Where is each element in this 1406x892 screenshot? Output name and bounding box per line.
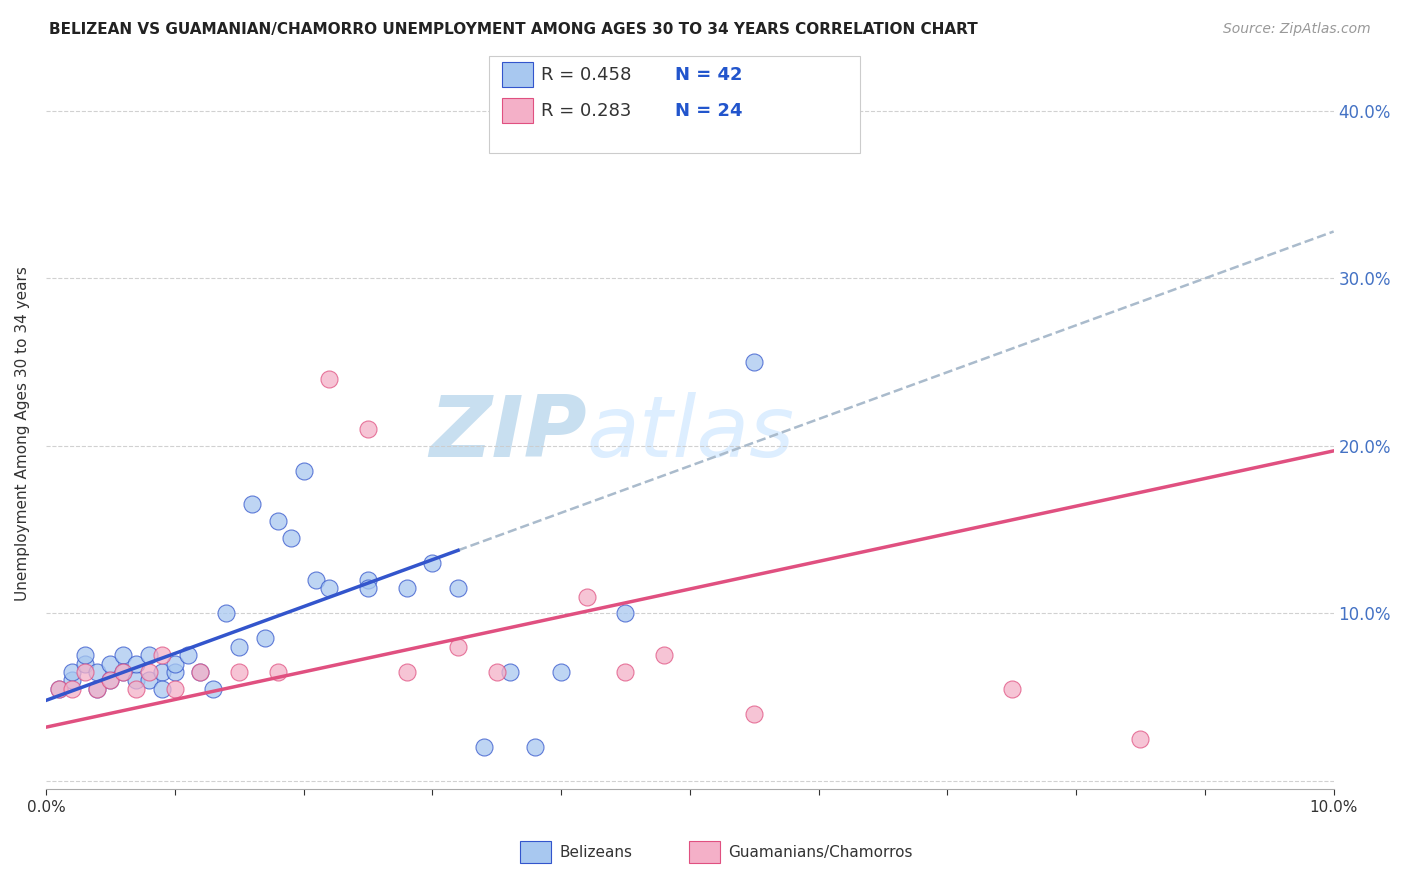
Point	[60, 665, 83, 679]
Point	[138, 665, 160, 679]
Y-axis label: Unemployment Among Ages 30 to 34 years: Unemployment Among Ages 30 to 34 years	[15, 266, 30, 600]
Point	[112, 665, 135, 679]
Point	[150, 681, 173, 696]
Point	[420, 556, 443, 570]
Point	[86, 665, 108, 679]
Text: ZIP: ZIP	[429, 392, 586, 475]
Point	[357, 573, 380, 587]
Point	[395, 581, 418, 595]
Point	[240, 498, 263, 512]
Point	[190, 665, 212, 679]
Point	[112, 648, 135, 663]
Text: Guamanians/Chamorros: Guamanians/Chamorros	[728, 846, 912, 860]
Point	[447, 581, 470, 595]
Text: atlas: atlas	[586, 392, 794, 475]
Point	[98, 673, 121, 688]
Point	[498, 665, 520, 679]
Point	[73, 657, 96, 671]
Point	[112, 665, 135, 679]
Point	[163, 665, 186, 679]
Point	[742, 706, 765, 721]
Text: Source: ZipAtlas.com: Source: ZipAtlas.com	[1223, 22, 1371, 37]
Point	[228, 665, 250, 679]
Point	[138, 648, 160, 663]
Point	[48, 681, 70, 696]
Point	[163, 681, 186, 696]
Point	[267, 665, 290, 679]
Point	[395, 665, 418, 679]
Point	[202, 681, 225, 696]
Text: N = 24: N = 24	[675, 102, 742, 120]
Text: N = 42: N = 42	[675, 66, 742, 84]
Point	[215, 607, 238, 621]
Point	[163, 657, 186, 671]
Point	[524, 740, 547, 755]
Point	[305, 573, 328, 587]
Point	[357, 581, 380, 595]
Point	[150, 648, 173, 663]
Point	[125, 681, 148, 696]
Point	[318, 372, 340, 386]
Point	[614, 607, 637, 621]
Point	[73, 648, 96, 663]
Point	[253, 632, 276, 646]
Text: R = 0.458: R = 0.458	[541, 66, 631, 84]
Point	[228, 640, 250, 654]
Point	[190, 665, 212, 679]
Point	[60, 673, 83, 688]
Point	[98, 673, 121, 688]
Point	[652, 648, 675, 663]
Point	[280, 531, 302, 545]
Point	[1001, 681, 1024, 696]
Point	[176, 648, 198, 663]
Point	[267, 514, 290, 528]
Point	[614, 665, 637, 679]
Point	[125, 657, 148, 671]
Point	[485, 665, 508, 679]
Point	[357, 422, 380, 436]
Point	[447, 640, 470, 654]
Point	[575, 590, 598, 604]
Point	[138, 673, 160, 688]
Point	[472, 740, 495, 755]
Point	[292, 464, 315, 478]
Point	[550, 665, 572, 679]
Point	[98, 657, 121, 671]
Point	[86, 681, 108, 696]
Point	[60, 681, 83, 696]
Point	[742, 355, 765, 369]
Point	[150, 665, 173, 679]
Point	[318, 581, 340, 595]
Text: BELIZEAN VS GUAMANIAN/CHAMORRO UNEMPLOYMENT AMONG AGES 30 TO 34 YEARS CORRELATIO: BELIZEAN VS GUAMANIAN/CHAMORRO UNEMPLOYM…	[49, 22, 979, 37]
Point	[1129, 731, 1152, 746]
Point	[73, 665, 96, 679]
Text: Belizeans: Belizeans	[560, 846, 633, 860]
Point	[48, 681, 70, 696]
Point	[86, 681, 108, 696]
Text: R = 0.283: R = 0.283	[541, 102, 631, 120]
Point	[125, 673, 148, 688]
